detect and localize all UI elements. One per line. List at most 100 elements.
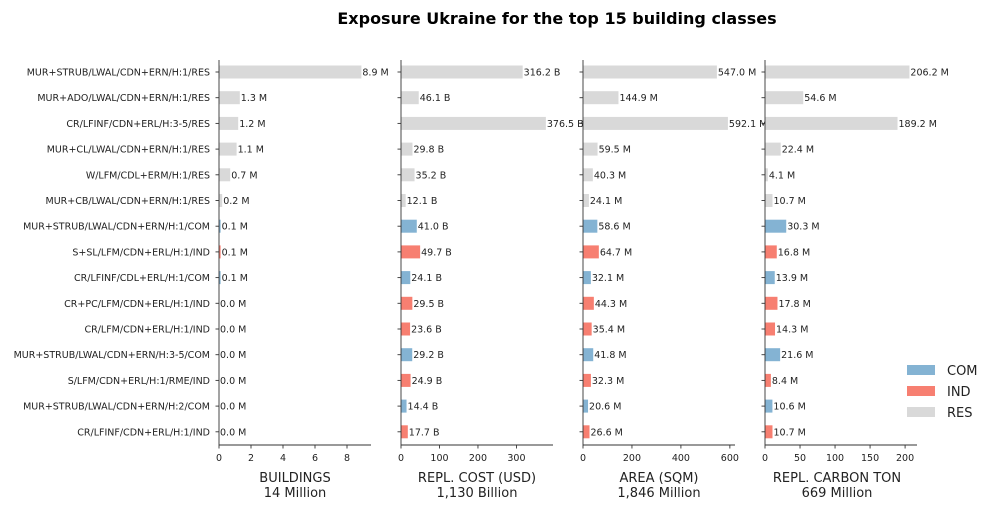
data-label: 49.7 B <box>421 247 452 258</box>
bar-com <box>765 271 775 285</box>
data-label: 592.1 M <box>729 119 767 130</box>
legend-swatch-ind <box>907 386 935 396</box>
category-label: MUR+CB/LWAL/CDN+ERN/H:1/RES <box>46 196 211 207</box>
data-label: 24.9 B <box>412 376 443 387</box>
data-label: 0.0 M <box>220 325 246 336</box>
legend-swatch-res <box>907 407 935 417</box>
chart-title: Exposure Ukraine for the top 15 building… <box>337 9 776 28</box>
legend-label-com: COM <box>947 364 978 379</box>
panel-3: 547.0 M 144.9 M 592.1 M 59.5 M 40.3 M 24.1 M 5… <box>579 60 767 501</box>
bar-ind <box>583 322 592 336</box>
data-label: 8.9 M <box>362 68 388 79</box>
x-tick-label: 200 <box>623 453 641 464</box>
x-tick-label: 50 <box>794 453 806 464</box>
x-tick-label: 100 <box>430 453 448 464</box>
x-axis-label: REPL. COST (USD) <box>418 471 536 486</box>
bar-ind <box>583 425 590 439</box>
x-axis-total: 14 Million <box>264 486 327 501</box>
data-label: 10.7 M <box>773 196 805 207</box>
bar-com <box>401 271 411 285</box>
x-tick-label: 6 <box>312 453 318 464</box>
x-axis-total: 1,130 Billion <box>437 486 518 501</box>
legend: COM IND RES <box>907 364 978 421</box>
legend-label-ind: IND <box>947 385 971 400</box>
category-label: MUR+STRUB/LWAL/CDN+ERN/H:1/RES <box>27 68 210 79</box>
bar-ind <box>401 322 411 336</box>
x-axis-label: BUILDINGS <box>259 471 330 486</box>
bar-ind <box>401 245 421 259</box>
data-label: 26.6 M <box>591 427 623 438</box>
legend-label-res: RES <box>947 406 973 421</box>
bar-res <box>765 91 804 105</box>
bar-com <box>583 271 591 285</box>
x-axis-label: REPL. CARBON TON <box>773 471 901 486</box>
bar-ind <box>219 245 221 259</box>
data-label: 24.1 B <box>411 273 442 284</box>
bar-ind <box>765 245 777 259</box>
data-label: 35.4 M <box>593 325 625 336</box>
bar-res <box>583 91 619 105</box>
bar-com <box>583 399 589 413</box>
bar-ind <box>401 373 411 387</box>
data-label: 1.3 M <box>241 93 267 104</box>
bar-com <box>765 219 787 233</box>
bar-ind <box>765 373 771 387</box>
bar-res <box>765 168 768 182</box>
data-label: 35.2 B <box>416 170 447 181</box>
panel-2: 316.2 B 46.1 B 376.5 B 29.8 B 35.2 B 12.1 B 41… <box>397 60 584 501</box>
data-label: 17.7 B <box>409 427 440 438</box>
bar-res <box>401 168 415 182</box>
data-label: 64.7 M <box>600 247 632 258</box>
data-label: 58.6 M <box>598 222 630 233</box>
data-label: 0.0 M <box>220 350 246 361</box>
data-label: 10.6 M <box>773 402 805 413</box>
data-label: 10.7 M <box>773 427 805 438</box>
bar-res <box>583 65 717 79</box>
data-label: 0.0 M <box>220 402 246 413</box>
data-label: 12.1 B <box>407 196 438 207</box>
bar-res <box>219 65 362 79</box>
bar-com <box>401 399 407 413</box>
bar-res <box>219 194 223 207</box>
x-tick-label: 600 <box>721 453 739 464</box>
panels-group: 8.9 M 1.3 M 1.2 M 1.1 M 0.7 M 0.2 M 0.1 M 0.1 M… <box>14 60 949 501</box>
data-label: 144.9 M <box>619 93 657 104</box>
category-label: CR/LFINF/CDN+ERL/H:3-5/RES <box>66 119 210 130</box>
bar-res <box>401 194 406 207</box>
data-label: 1.1 M <box>238 145 264 156</box>
data-label: 0.0 M <box>220 427 246 438</box>
data-label: 24.1 M <box>590 196 622 207</box>
data-label: 0.0 M <box>220 376 246 387</box>
bar-res <box>583 194 589 207</box>
bar-res <box>219 116 239 130</box>
data-label: 4.1 M <box>769 170 795 181</box>
bar-res <box>765 142 781 156</box>
data-label: 0.1 M <box>222 247 248 258</box>
data-label: 21.6 M <box>781 350 813 361</box>
category-label: MUR+STRUB/LWAL/CDN+ERN/H:2/COM <box>23 402 210 413</box>
data-label: 40.3 M <box>594 170 626 181</box>
data-label: 32.1 M <box>592 273 624 284</box>
data-label: 44.3 M <box>595 299 627 310</box>
bar-com <box>583 219 598 233</box>
data-label: 41.0 B <box>418 222 449 233</box>
data-label: 32.3 M <box>592 376 624 387</box>
bar-ind <box>401 425 408 439</box>
data-label: 30.3 M <box>787 222 819 233</box>
data-label: 20.6 M <box>589 402 621 413</box>
bar-ind <box>583 245 599 259</box>
data-label: 46.1 B <box>420 93 451 104</box>
data-label: 29.8 B <box>413 145 444 156</box>
bar-com <box>401 348 413 362</box>
x-tick-label: 150 <box>861 453 879 464</box>
x-tick-label: 300 <box>507 453 525 464</box>
data-label: 16.8 M <box>778 247 810 258</box>
category-label: S/LFM/CDN+ERL/H:1/RME/IND <box>68 376 210 387</box>
x-tick-label: 0 <box>398 453 404 464</box>
panel-1: 8.9 M 1.3 M 1.2 M 1.1 M 0.7 M 0.2 M 0.1 M 0.1 M… <box>215 60 389 501</box>
x-tick-label: 2 <box>248 453 254 464</box>
bar-ind <box>765 296 778 310</box>
bar-ind <box>583 373 591 387</box>
bar-com <box>219 271 221 285</box>
bar-res <box>401 116 546 130</box>
